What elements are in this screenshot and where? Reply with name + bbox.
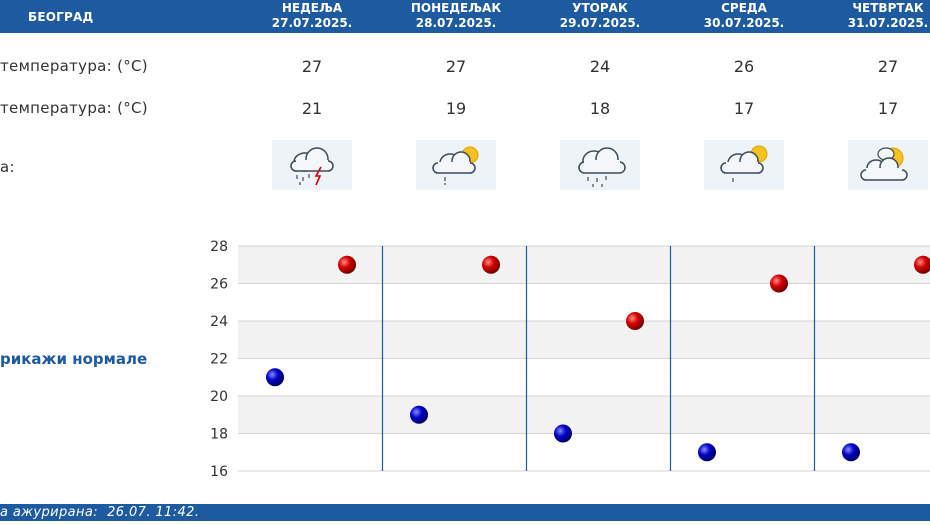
min-temp-point	[410, 405, 428, 424]
day-name: ПОНЕДЕЉАК	[410, 1, 502, 15]
y-tick-label: 18	[210, 427, 228, 443]
max-temp-value: 26	[733, 57, 755, 76]
sun-behind-clouds-icon	[848, 140, 928, 190]
y-tick-label: 16	[210, 464, 228, 480]
show-normals-link[interactable]: рикажи нормале	[0, 350, 148, 368]
day-header: СРЕДА 30.07.2025.	[674, 1, 814, 31]
partly-cloudy-rain-icon	[416, 140, 496, 190]
day-date: 28.07.2025.	[415, 16, 497, 30]
day-name: НЕДЕЉА	[281, 1, 343, 15]
min-temp-value: 17	[877, 99, 899, 118]
min-temp-value: 18	[589, 99, 611, 118]
grid-band	[238, 321, 930, 359]
max-temp-point	[626, 312, 644, 330]
y-tick-label: 24	[210, 314, 228, 330]
weather-label: а:	[0, 158, 15, 176]
day-name: ЧЕТВРТАК	[852, 1, 924, 15]
max-temp-value: 27	[445, 57, 467, 76]
max-temp-label: температура: (°C)	[0, 57, 148, 75]
min-temp-value: 17	[733, 99, 755, 118]
day-header: ПОНЕДЕЉАК 28.07.2025.	[386, 1, 526, 31]
day-name: УТОРАК	[572, 1, 628, 15]
y-tick-label: 22	[210, 352, 228, 368]
day-header: УТОРАК 29.07.2025.	[530, 1, 670, 31]
city-name: БЕОГРАД	[28, 10, 94, 24]
partly-cloudy-rain-icon	[704, 140, 784, 190]
day-date: 30.07.2025.	[703, 16, 785, 30]
min-temp-value: 21	[301, 99, 323, 118]
day-header: НЕДЕЉА 27.07.2025.	[242, 1, 382, 31]
min-temp-point	[266, 368, 284, 387]
max-temp-value: 27	[301, 57, 323, 76]
day-date: 31.07.2025.	[847, 16, 929, 30]
day-date: 27.07.2025.	[271, 16, 353, 30]
footer-bar: а ажурирана: 26.07. 11:42.	[0, 504, 930, 521]
min-temp-value: 19	[445, 99, 467, 118]
min-temp-point	[698, 443, 716, 462]
max-temp-point	[482, 255, 500, 274]
last-updated-text: а ажурирана: 26.07. 11:42.	[0, 505, 200, 520]
max-temp-value: 24	[589, 57, 611, 76]
min-temp-point	[842, 443, 860, 462]
min-temp-point	[554, 424, 572, 443]
y-tick-label: 28	[210, 239, 228, 255]
max-temp-point	[914, 255, 930, 274]
grid-band	[238, 396, 930, 434]
thunderstorm-icon	[272, 140, 352, 190]
day-header: ЧЕТВРТАК 31.07.2025.	[818, 1, 930, 31]
max-temp-point	[770, 274, 788, 293]
min-temp-label: температура: (°C)	[0, 99, 148, 117]
day-name: СРЕДА	[721, 1, 767, 15]
y-tick-label: 26	[210, 277, 228, 293]
header-bar: БЕОГРАД НЕДЕЉА 27.07.2025. ПОНЕДЕЉАК 28.…	[0, 0, 930, 33]
rain-cloud-icon	[560, 140, 640, 190]
max-temp-point	[338, 255, 356, 274]
y-tick-label: 20	[210, 389, 228, 405]
max-temp-value: 27	[877, 57, 899, 76]
day-date: 29.07.2025.	[559, 16, 641, 30]
